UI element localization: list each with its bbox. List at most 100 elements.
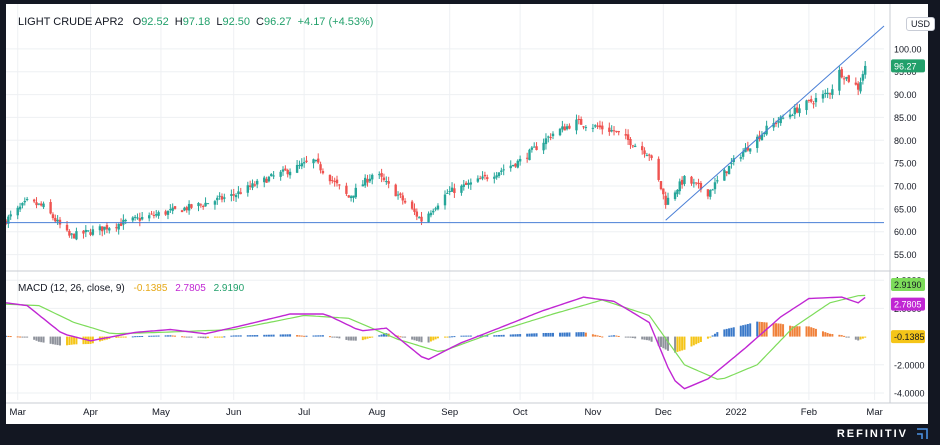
histogram-bar bbox=[134, 336, 137, 338]
histogram-bar bbox=[847, 336, 850, 338]
histogram-bar bbox=[364, 336, 367, 340]
candle-body bbox=[131, 217, 134, 221]
candle-body bbox=[624, 134, 627, 136]
histogram-bar bbox=[218, 336, 221, 338]
histogram-bar bbox=[690, 336, 693, 347]
histogram-bar bbox=[758, 321, 761, 337]
candle-body bbox=[368, 178, 372, 182]
candle-body bbox=[509, 165, 512, 169]
histogram-bar bbox=[559, 332, 562, 337]
candle-body bbox=[349, 196, 353, 199]
histogram-bar bbox=[777, 323, 780, 337]
histogram-bar bbox=[627, 336, 630, 338]
candle-body bbox=[516, 160, 519, 168]
histogram-bar bbox=[509, 334, 512, 337]
time-axis-label: Mar bbox=[10, 407, 26, 418]
histogram-bar bbox=[634, 336, 637, 339]
candle-body bbox=[115, 227, 118, 229]
candle-body bbox=[295, 164, 299, 173]
price-candles bbox=[4, 61, 867, 241]
candle-body bbox=[756, 136, 759, 149]
time-axis-label: Apr bbox=[83, 407, 98, 418]
histogram-bar bbox=[716, 332, 719, 337]
candle-body bbox=[399, 193, 402, 195]
histogram-bar bbox=[204, 336, 207, 339]
candle-body bbox=[35, 202, 38, 206]
candle-body bbox=[248, 185, 252, 187]
candle-body bbox=[413, 208, 416, 212]
histogram-bar bbox=[256, 334, 259, 337]
candle-body bbox=[464, 182, 468, 185]
candle-body bbox=[394, 184, 397, 197]
histogram-bar bbox=[263, 334, 266, 337]
histogram-bar bbox=[354, 336, 357, 341]
candle-body bbox=[213, 201, 217, 205]
histogram-bar bbox=[70, 336, 73, 345]
candle-body bbox=[838, 69, 841, 91]
candle-body bbox=[446, 192, 449, 194]
histogram-bar bbox=[542, 332, 545, 337]
time-axis-label: 2022 bbox=[726, 407, 747, 418]
symbol-header: LIGHT CRUDE APR2 O92.52 H97.18 L92.50 C9… bbox=[18, 16, 376, 28]
histogram-bar bbox=[333, 336, 336, 338]
histogram-bar bbox=[284, 334, 287, 337]
candle-body bbox=[596, 125, 599, 127]
candle-body bbox=[138, 218, 142, 221]
candle-body bbox=[690, 176, 693, 184]
candle-body bbox=[725, 171, 728, 174]
candle-body bbox=[694, 182, 698, 184]
candle-body bbox=[157, 212, 160, 216]
histogram-bar bbox=[138, 336, 141, 338]
candle-body bbox=[279, 171, 282, 177]
candle-body bbox=[267, 176, 271, 182]
candle-body bbox=[774, 122, 778, 125]
histogram-bar bbox=[739, 325, 742, 337]
price-axis-label: 85.00 bbox=[894, 113, 917, 123]
histogram-bar bbox=[84, 336, 87, 345]
histogram-bar bbox=[854, 336, 857, 340]
histogram-bar bbox=[681, 336, 684, 351]
histogram-bar bbox=[51, 336, 54, 345]
candle-body bbox=[793, 107, 796, 115]
signal-line bbox=[5, 294, 866, 380]
histogram-bar bbox=[115, 336, 118, 338]
histogram-bar bbox=[744, 324, 747, 337]
histogram-bar bbox=[117, 336, 120, 338]
histogram-bar bbox=[568, 332, 571, 337]
histogram-bar bbox=[136, 336, 139, 338]
candle-body bbox=[84, 229, 88, 233]
candle-body bbox=[864, 65, 867, 75]
candle-body bbox=[201, 206, 205, 208]
histogram-bar bbox=[514, 334, 517, 337]
candle-body bbox=[481, 176, 484, 179]
price-chart[interactable]: 100.0095.0090.0085.0080.0075.0070.0065.0… bbox=[4, 4, 928, 424]
macd-legend-histogram: 2.9190 bbox=[213, 283, 245, 294]
candle-body bbox=[645, 155, 649, 157]
histogram-bar bbox=[728, 328, 731, 337]
histogram-bar bbox=[448, 336, 451, 338]
histogram-bar bbox=[497, 335, 500, 337]
histogram-bar bbox=[183, 336, 186, 338]
histogram-bar bbox=[345, 336, 348, 340]
candle-body bbox=[234, 195, 238, 198]
candle-body bbox=[246, 185, 250, 193]
currency-selector[interactable]: USD bbox=[906, 17, 936, 31]
candle-body bbox=[333, 181, 336, 183]
candle-body bbox=[601, 125, 604, 130]
histogram-bar bbox=[197, 336, 200, 338]
candle-body bbox=[288, 171, 292, 176]
price-axis-label: 75.00 bbox=[894, 159, 917, 169]
price-axis-label: 60.00 bbox=[894, 227, 917, 237]
candle-body bbox=[91, 229, 95, 235]
candle-body bbox=[650, 155, 653, 159]
histogram-bar bbox=[530, 333, 533, 337]
histogram-bar bbox=[674, 336, 677, 353]
candle-body bbox=[608, 127, 611, 132]
macd-value-tag: -0.1385 bbox=[894, 332, 925, 342]
histogram-bar bbox=[319, 335, 322, 337]
histogram-bar bbox=[648, 336, 651, 341]
candle-body bbox=[230, 194, 233, 196]
histogram-bar bbox=[864, 336, 867, 338]
candle-body bbox=[662, 188, 665, 195]
histogram-value-tag-bg bbox=[891, 277, 925, 291]
